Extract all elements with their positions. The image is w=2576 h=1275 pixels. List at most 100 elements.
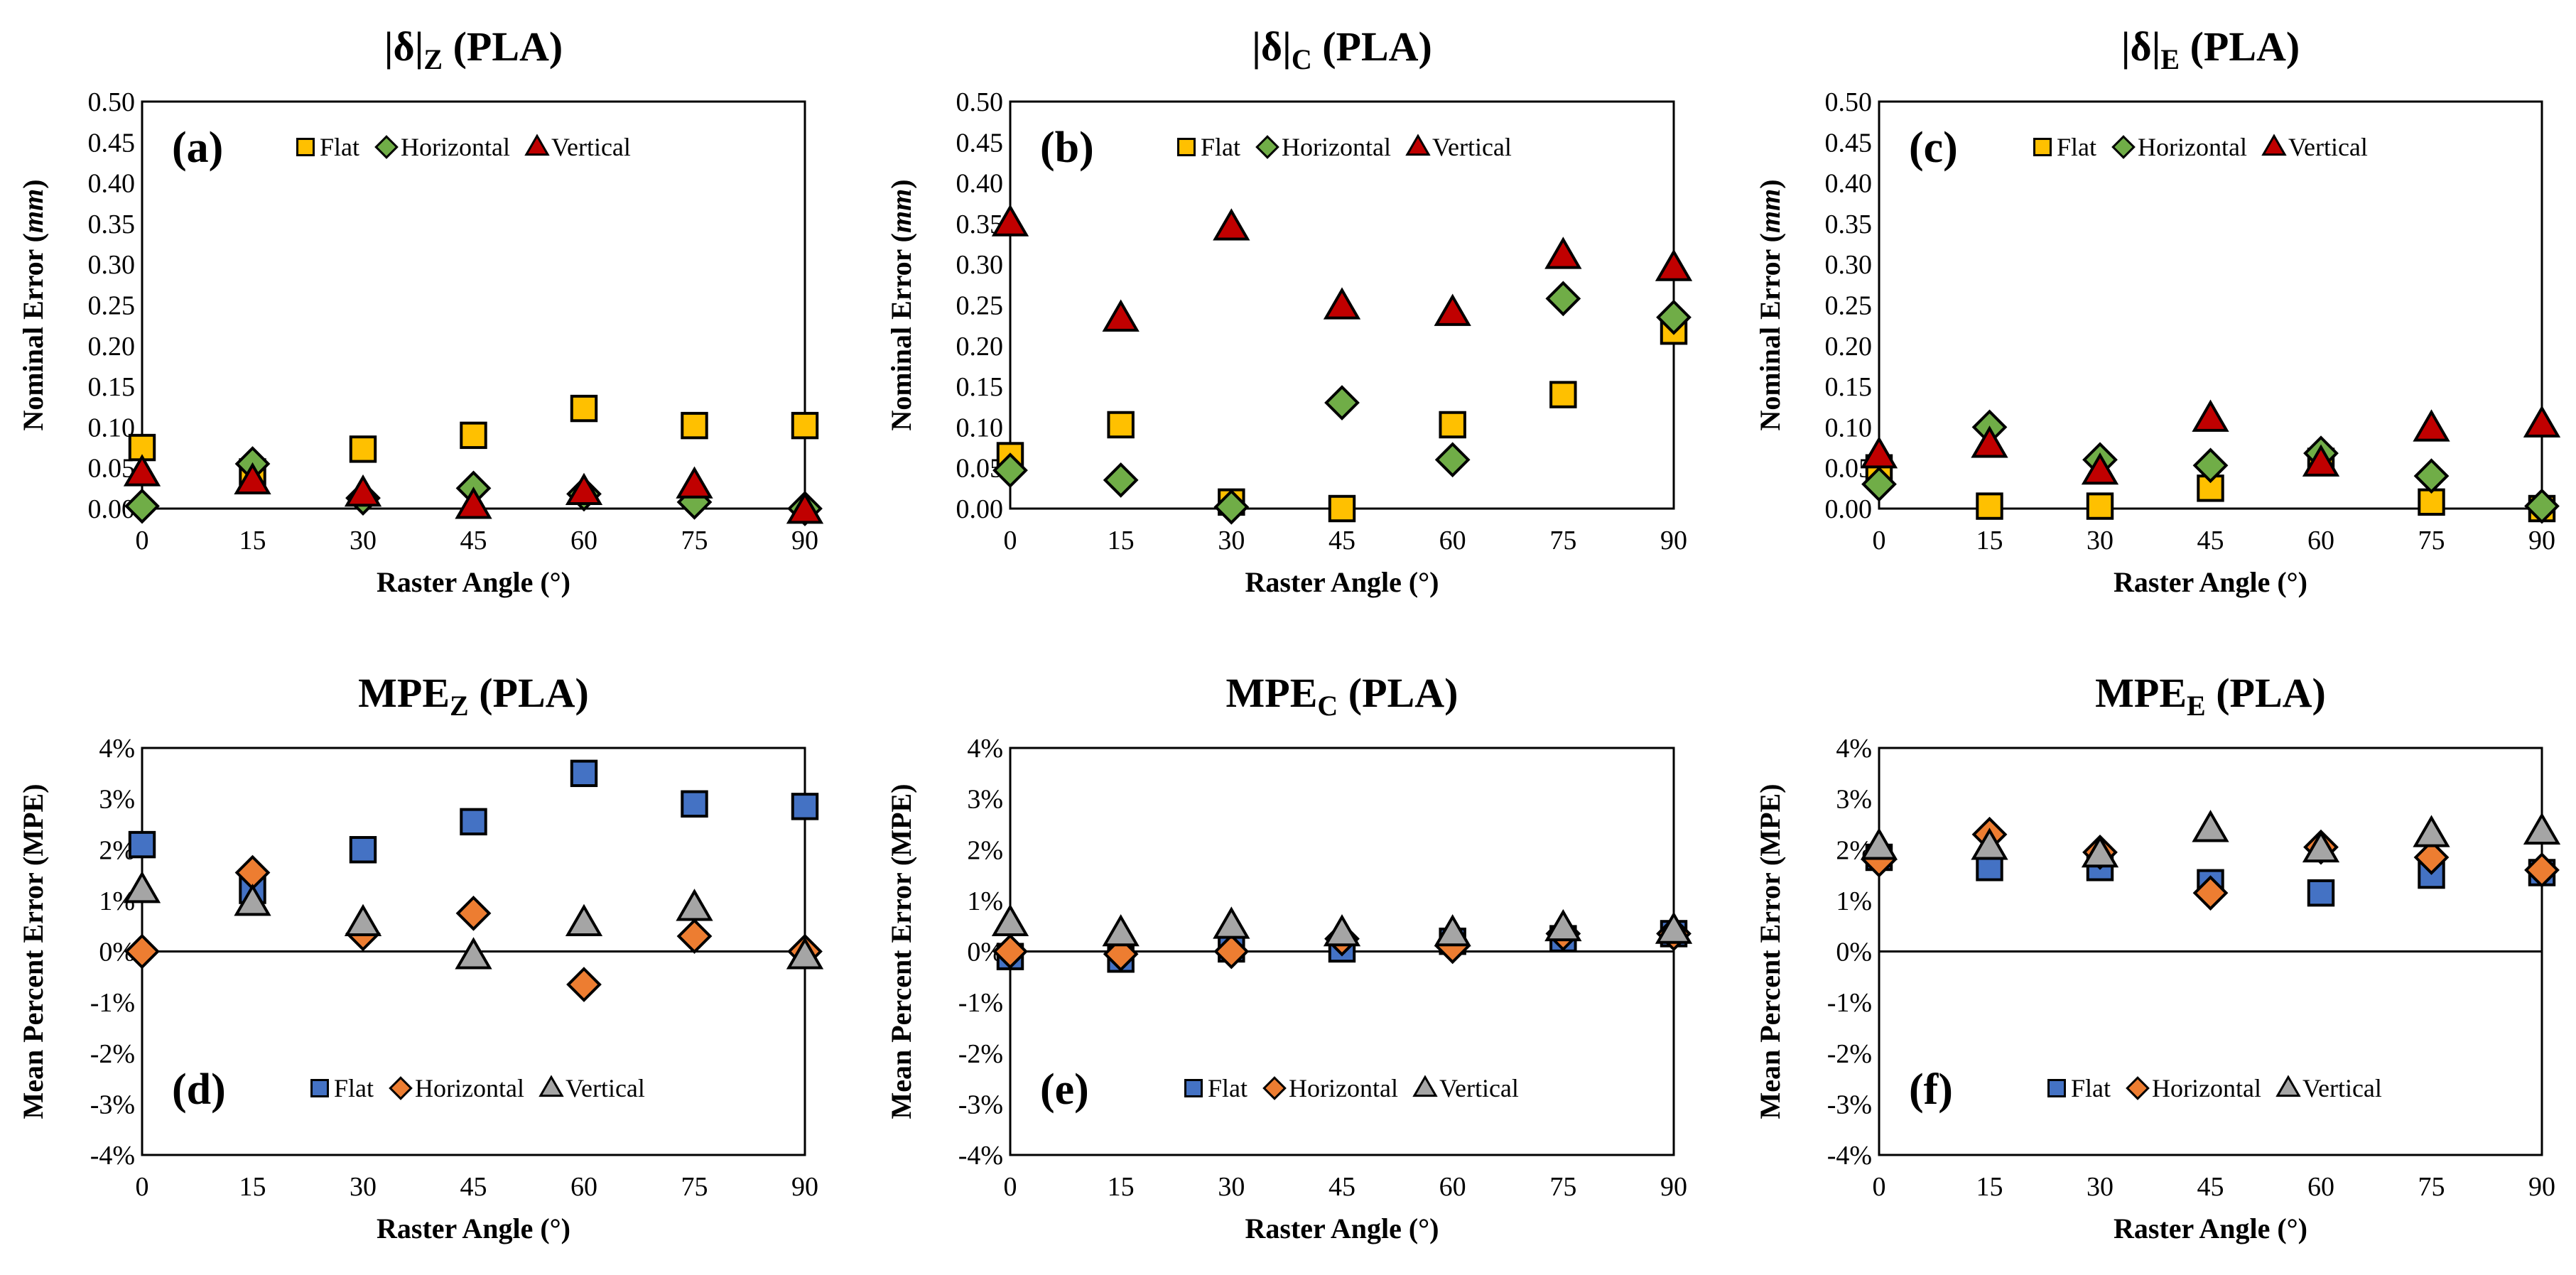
series-vertical bbox=[123, 454, 824, 524]
y-tick-label: 4% bbox=[99, 734, 135, 764]
data-point bbox=[344, 474, 382, 507]
data-point bbox=[570, 394, 598, 423]
x-tick-label: 15 bbox=[1108, 526, 1135, 555]
data-point bbox=[1434, 442, 1471, 478]
x-tick-label: 90 bbox=[1660, 1172, 1687, 1202]
data-point bbox=[676, 889, 713, 921]
x-tick-label: 0 bbox=[1873, 526, 1886, 555]
chart-title: |δ|Z (PLA) bbox=[384, 23, 563, 75]
legend-marker-vertical bbox=[1412, 1075, 1438, 1097]
panel-label: (f) bbox=[1909, 1065, 1953, 1114]
y-tick-label: 0.05 bbox=[1825, 454, 1873, 484]
legend-marker-horizontal bbox=[374, 135, 399, 159]
y-tick-label: 0% bbox=[1836, 938, 1872, 967]
data-point bbox=[2302, 830, 2340, 863]
legend-marker-flat bbox=[296, 138, 315, 156]
data-point bbox=[2192, 447, 2229, 484]
legend-marker-vertical bbox=[1405, 134, 1431, 156]
data-point bbox=[2523, 812, 2561, 845]
data-point bbox=[455, 895, 492, 931]
x-tick-label: 15 bbox=[1976, 1172, 2003, 1202]
x-tick-label: 75 bbox=[1549, 526, 1576, 555]
y-tick-label: 0.40 bbox=[1825, 169, 1873, 199]
data-point bbox=[1434, 913, 1471, 947]
x-tick-label: 30 bbox=[2087, 526, 2114, 555]
y-tick-label: 0.45 bbox=[88, 128, 136, 158]
series-vertical bbox=[991, 204, 1693, 332]
data-point bbox=[123, 454, 161, 487]
y-tick-label: 0.15 bbox=[956, 372, 1004, 402]
x-tick-label: 30 bbox=[350, 1172, 377, 1202]
legend-marker-flat bbox=[310, 1079, 329, 1097]
data-point bbox=[124, 488, 160, 524]
y-tick-label: 0.45 bbox=[956, 128, 1004, 158]
legend: Flat Horizontal Vertical bbox=[310, 1074, 645, 1102]
x-tick-label: 90 bbox=[791, 526, 818, 555]
y-tick-label: 0.10 bbox=[956, 413, 1004, 443]
x-tick-label: 60 bbox=[1439, 526, 1466, 555]
data-point bbox=[349, 435, 377, 463]
data-point bbox=[791, 793, 819, 820]
legend-marker-horizontal bbox=[2126, 1076, 2150, 1100]
x-axis-label: Raster Angle (°) bbox=[1245, 1212, 1439, 1244]
x-tick-label: 90 bbox=[1660, 526, 1687, 555]
data-point bbox=[2413, 815, 2450, 847]
x-tick-label: 45 bbox=[460, 526, 487, 555]
x-tick-label: 30 bbox=[1218, 526, 1245, 555]
y-tick-label: 0.20 bbox=[1825, 332, 1873, 362]
legend: Flat Horizontal Vertical bbox=[1184, 1074, 1519, 1102]
x-tick-label: 0 bbox=[1873, 1172, 1886, 1202]
x-tick-label: 60 bbox=[1439, 1172, 1466, 1202]
y-tick-label: 1% bbox=[1836, 886, 1872, 916]
y-tick-label: 0.25 bbox=[88, 291, 136, 321]
chart-title: MPEZ (PLA) bbox=[358, 670, 589, 722]
y-tick-label: -2% bbox=[958, 1039, 1003, 1069]
data-point bbox=[1971, 425, 2008, 458]
data-point bbox=[1655, 249, 1693, 281]
x-tick-label: 60 bbox=[570, 1172, 597, 1202]
chart-panel-4: MPEZ (PLA)-4%-3%-2%-1%0%1%2%3%4%0 15 30 45 6… bbox=[17, 670, 824, 1244]
y-tick-label: 0.40 bbox=[88, 169, 136, 199]
data-point bbox=[1323, 287, 1361, 320]
legend-label-vertical: Vertical bbox=[551, 133, 631, 161]
x-tick-label: 45 bbox=[2197, 1172, 2224, 1202]
data-point bbox=[992, 933, 1028, 970]
legend-label-horizontal: Horizontal bbox=[401, 133, 510, 161]
data-point bbox=[565, 904, 603, 936]
y-tick-label: -2% bbox=[90, 1039, 135, 1069]
y-tick-label: 0.40 bbox=[956, 169, 1004, 199]
data-point bbox=[570, 759, 598, 788]
legend-marker-vertical bbox=[524, 134, 550, 156]
panel-label: (b) bbox=[1040, 124, 1094, 172]
chart-panel-3: |δ|E (PLA) 0.00 0.05 0.10 0.15 0.20 0.25 0.30 0.… bbox=[1754, 23, 2561, 598]
data-point bbox=[791, 411, 819, 440]
chart-panel-6: MPEE (PLA)-4%-3%-2%-1%0%1%2%3%4%0 15 30 45 6… bbox=[1754, 670, 2561, 1244]
data-point bbox=[1102, 299, 1140, 332]
panel-label: (e) bbox=[1040, 1065, 1089, 1114]
data-point bbox=[1213, 933, 1250, 970]
panel-label: (a) bbox=[172, 124, 223, 172]
y-tick-label: 0.35 bbox=[88, 210, 136, 239]
legend-marker-vertical bbox=[2275, 1075, 2301, 1097]
legend-marker-flat bbox=[1177, 138, 1196, 156]
data-point bbox=[2413, 409, 2450, 442]
y-axis-label: Mean Percent Error (MPE) bbox=[1754, 783, 1786, 1119]
legend-marker-horizontal bbox=[1262, 1076, 1287, 1100]
data-point bbox=[1434, 293, 1471, 326]
legend-label-horizontal: Horizontal bbox=[1289, 1074, 1398, 1102]
x-tick-label: 75 bbox=[2418, 526, 2445, 555]
legend-label-horizontal: Horizontal bbox=[2138, 133, 2247, 161]
chart-title: MPEE (PLA) bbox=[2095, 670, 2326, 722]
data-point bbox=[1213, 208, 1250, 241]
legend-label-flat: Flat bbox=[1201, 133, 1240, 161]
data-point bbox=[2413, 840, 2450, 875]
y-tick-label: -1% bbox=[958, 988, 1003, 1018]
data-point bbox=[1545, 281, 1581, 317]
chart-title: |δ|E (PLA) bbox=[2121, 23, 2300, 75]
data-point bbox=[1549, 381, 1577, 408]
data-point bbox=[2081, 835, 2119, 868]
y-tick-label: -4% bbox=[90, 1141, 135, 1171]
x-tick-label: 75 bbox=[2418, 1172, 2445, 1202]
legend-marker-vertical bbox=[2261, 134, 2287, 156]
data-point bbox=[1860, 828, 1898, 860]
